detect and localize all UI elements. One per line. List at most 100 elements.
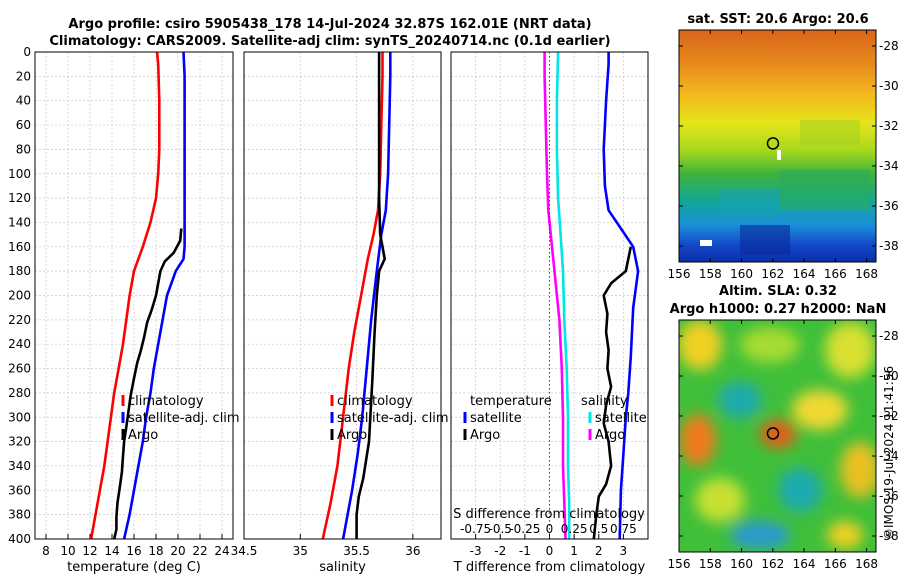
map-x-tick-label: 162 (761, 267, 784, 281)
x-tick-label: 22 (192, 544, 207, 558)
sla-blob (825, 322, 875, 378)
map-x-tick-label: 158 (699, 267, 722, 281)
top-s-tick-label: -0.75 (460, 522, 491, 536)
top-s-axis-label: S difference from climatology (453, 507, 645, 522)
x-tick-label: 24 (214, 544, 229, 558)
y-tick-label: 80 (16, 142, 31, 156)
sla-blob (679, 320, 722, 370)
figure-title-line2: Climatology: CARS2009. Satellite-adj cli… (49, 34, 610, 49)
legend-temp-satellite-label: satellite (470, 411, 522, 426)
x-tick-label: 2 (595, 544, 603, 558)
map-y-tick-label: -32 (879, 119, 899, 133)
x-tick-label: 8 (42, 544, 50, 558)
imos-timestamp-watermark: ©IMOS 19-Jul-2024 11:41:56 (882, 366, 896, 540)
map-y-tick-label: -34 (879, 159, 899, 173)
sla-map-panel: Altim. SLA: 0.32 Argo h1000: 0.27 h2000:… (668, 284, 899, 571)
x-tick-label: 35 (293, 544, 308, 558)
legend-argo-label: Argo (337, 428, 367, 443)
sst-speckle (780, 170, 870, 210)
series-line-satellite-salinity- (555, 51, 571, 539)
x-tick-label: 35.5 (343, 544, 370, 558)
sst-missing (700, 240, 712, 246)
series-line-argo (112, 228, 183, 540)
sla-map-title-line1: Altim. SLA: 0.32 (719, 284, 837, 299)
legend-climatology-label: climatology (337, 394, 413, 409)
map-x-tick-label: 156 (668, 557, 691, 571)
x-axis-label: salinity (319, 560, 366, 575)
series-line-satellite-adj-clim (122, 51, 186, 540)
x-tick-label: 16 (126, 544, 141, 558)
sla-blob (730, 521, 790, 549)
y-tick-label: 180 (8, 264, 31, 278)
y-tick-label: 200 (8, 289, 31, 303)
y-tick-label: 340 (8, 459, 31, 473)
top-s-tick-label: 0.5 (589, 522, 608, 536)
map-x-tick-label: 158 (699, 557, 722, 571)
series-line-climatology (321, 52, 384, 540)
sst-speckle (720, 190, 780, 215)
x-tick-label: 18 (148, 544, 163, 558)
legend-sal-argo-label: Argo (595, 428, 625, 443)
series-line-climatology (89, 51, 161, 540)
map-y-tick-label: -28 (879, 329, 899, 343)
salinity-profile-panel: 34.5 35 35.5 36 salinity climatology satellite… (231, 51, 449, 575)
plot-frame (243, 51, 442, 540)
legend-salinity-title: salinity (581, 394, 628, 409)
map-y-tick-label: -30 (879, 79, 899, 93)
map-x-tick-label: 162 (761, 557, 784, 571)
series-line-satellite-adj-clim (341, 52, 392, 540)
series-line-argo-temperature- (592, 246, 633, 540)
series-line-argo (355, 52, 387, 539)
x-tick-label: 34.5 (231, 544, 258, 558)
legend-temperature-title: temperature (470, 394, 552, 409)
map-x-tick-label: 160 (730, 557, 753, 571)
map-y-tick-label: -38 (879, 239, 899, 253)
sla-blob (792, 390, 848, 430)
x-tick-label: -2 (494, 544, 506, 558)
figure-title-line1: Argo profile: csiro 5905438_178 14-Jul-2… (68, 17, 591, 32)
map-y-tick-label: -32 (879, 409, 899, 423)
difference-profile-panel: -3 -2 -1 0 1 2 3 T difference from climatology -… (450, 51, 649, 575)
map-x-tick-label: 156 (668, 267, 691, 281)
x-tick-label: 20 (170, 544, 185, 558)
legend-argo-label: Argo (128, 428, 158, 443)
sla-blob (680, 414, 716, 466)
x-tick-label: 0 (546, 544, 554, 558)
y-tick-label: 0 (23, 45, 31, 59)
map-x-tick-label: 168 (855, 557, 878, 571)
series-line-satellite-temperature- (602, 52, 640, 540)
y-tick-label: 20 (16, 69, 31, 83)
y-tick-label: 40 (16, 94, 31, 108)
sla-map-frame (678, 319, 877, 553)
sla-blob (695, 478, 745, 522)
x-axis-label: temperature (deg C) (67, 560, 201, 575)
y-tick-label: 60 (16, 118, 31, 132)
legend-satellite-adj-clim-label: satellite-adj. clim (337, 411, 449, 426)
legend-sal-satellite-label: satellite (595, 411, 647, 426)
x-tick-label: 10 (60, 544, 75, 558)
sst-speckle (740, 225, 790, 255)
sst-argo-position-marker (766, 137, 780, 150)
x-tick-label: 36 (405, 544, 420, 558)
temperature-profile-panel: 8 10 12 14 16 18 20 22 2402040608010012014016018… (8, 45, 240, 575)
sla-argo-position-marker (766, 427, 780, 440)
map-y-tick-label: -34 (879, 449, 899, 463)
map-x-tick-label: 164 (793, 557, 816, 571)
sla-blob (778, 468, 822, 512)
y-tick-label: 220 (8, 313, 31, 327)
y-tick-label: 280 (8, 386, 31, 400)
sla-blob (840, 442, 876, 498)
map-x-tick-label: 168 (855, 267, 878, 281)
sst-map-frame (678, 29, 877, 263)
y-tick-label: 320 (8, 435, 31, 449)
map-x-tick-label: 166 (824, 267, 847, 281)
top-s-tick-label: 0 (546, 522, 554, 536)
top-s-tick-label: 0.25 (561, 522, 588, 536)
sst-map-title: sat. SST: 20.6 Argo: 20.6 (687, 12, 868, 27)
map-y-tick-label: -36 (879, 489, 899, 503)
y-tick-label: 160 (8, 240, 31, 254)
y-tick-label: 260 (8, 362, 31, 376)
map-y-tick-label: -38 (879, 529, 899, 543)
y-tick-label: 360 (8, 483, 31, 497)
